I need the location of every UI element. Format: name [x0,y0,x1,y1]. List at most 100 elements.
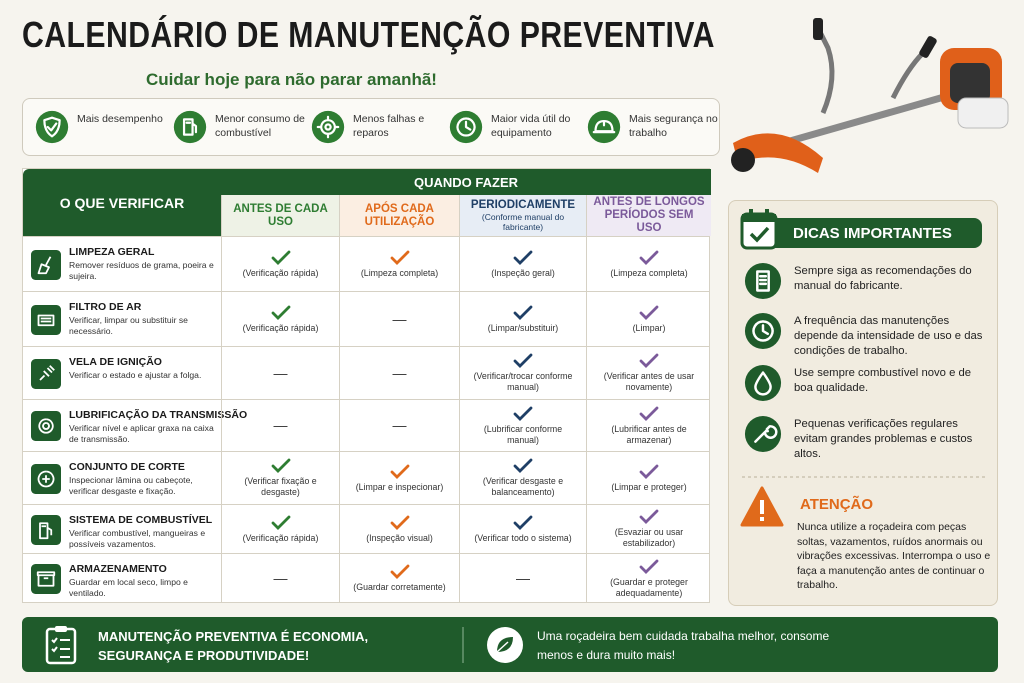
check-mark [271,250,290,265]
tips-title: DICAS IMPORTANTES [775,218,982,248]
table-cell: — [221,554,339,603]
check-mark [639,464,659,479]
cell-dash: — [273,570,288,586]
icon-glyph [37,314,55,326]
icon-bg [31,514,61,545]
row-title: FILTRO DE AR [69,301,142,313]
table-cell: (Limpar) [586,292,711,346]
benefit: Menor consumo de combustível [173,108,311,148]
check-mark [639,305,659,320]
column-header: PERIODICAMENTE (Conforme manual do fabric… [459,195,586,236]
table-cell: — [339,347,459,399]
cell-text: (Verificar fixação e desgaste) [244,476,317,497]
table-row: ARMAZENAMENTO Guardar em local seco, limp… [23,553,709,603]
cell-text: (Limpeza completa) [360,267,439,278]
leaf-icon [487,627,523,663]
table-cell: (Verificar/trocar conforme manual) [459,347,586,399]
icon-bg [35,110,69,144]
cell-text: (Verificação rápida) [242,532,319,543]
benefit: Mais desempenho [35,108,173,148]
column-label: ANTES DE CADA USO [233,202,328,228]
icon-bg [31,411,61,441]
check-stroke [639,305,659,320]
icon-glyph [456,117,476,137]
check-mark [513,353,533,368]
benefit-icon [35,110,69,144]
cell-dash: — [273,364,288,381]
benefit: Menos falhas e reparos [311,108,449,148]
cell-dash: — [516,570,530,586]
cell-text: (Verificar antes de usar novamente) [603,371,695,392]
icon-glyph [754,371,772,396]
icon-glyph [182,118,198,136]
column-label: APÓS CADA UTILIZAÇÃO [364,202,435,228]
benefit-icon [449,110,483,144]
check-stroke [271,250,290,265]
cell-text: (Verificar desgaste e balanceamento) [482,476,564,497]
row-title: VELA DE IGNIÇÃO [69,356,162,368]
check-stroke [639,250,659,265]
row-icon [31,514,61,545]
cell-text: (Limpeza completa) [610,267,688,278]
cell-text: (Inspeção geral) [491,267,555,278]
cell-dash: — [392,310,407,327]
cell-dash: — [392,417,407,433]
tip-icon [744,415,782,453]
column-header: ANTES DE LONGOS PERÍODOS SEM USO [586,195,711,236]
cell-text: (Limpar) [632,322,666,333]
table-cell: (Limpar/substituir) [459,292,586,346]
check-stroke [513,406,533,421]
check-mark [513,305,533,320]
check-stroke [390,464,409,479]
table-cell: — [459,554,586,603]
cell-text: (Verificação rápida) [242,322,319,333]
benefit-text: Mais desempenho [77,113,163,125]
column-label: ANTES DE LONGOS PERÍODOS SEM USO [593,196,705,234]
row-icon [31,463,61,494]
benefit-text: Menor consumo de combustível [215,113,305,139]
row-description: Inspecionar lâmina ou cabeçote, verifica… [69,475,193,496]
cell-text: (Esvaziar ou usar estabilizador) [614,527,684,548]
benefit-icon [173,110,207,144]
subtitle: Cuidar hoje para não parar amanhã! [146,70,437,89]
check-stroke [639,464,659,479]
cell-dash: — [392,364,407,381]
icon-glyph [43,116,61,138]
icon-glyph [752,320,774,342]
check-mark [639,559,659,574]
table-row: SISTEMA DE COMBUSTÍVEL Verificar combustí… [23,504,709,553]
check-stroke [513,515,533,530]
when-header: QUANDO FAZER [221,169,711,195]
column-label: PERIODICAMENTE [470,199,576,211]
row-icon [31,564,61,594]
check-mark [513,458,533,473]
table-cell: — [221,347,339,399]
table-row: CONJUNTO DE CORTE Inspecionar lâmina ou c… [23,451,709,504]
table-cell: (Limpeza completa) [339,237,459,291]
table-cell: (Lubrificar antes de armazenar) [586,400,711,451]
check-stroke [513,353,533,368]
cell-text: (Limpar e proteger) [611,481,687,492]
row-title: CONJUNTO DE CORTE [69,461,185,473]
benefit: Mais segurança no trabalho [587,108,725,148]
check-mark [390,464,409,479]
check-stroke [271,458,290,473]
row-icon [31,249,61,280]
row-description: Verificar combustível, mangueiras e poss… [69,528,206,549]
check-mark [639,250,659,265]
row-icon [31,411,61,441]
tip-icon [744,364,782,402]
table-row: LUBRIFICAÇÃO DA TRANSMISSÃO Verificar nív… [23,399,709,451]
cell-text: (Lubrificar antes de armazenar) [611,423,687,445]
table-cell: — [221,400,339,451]
row-title: LUBRIFICAÇÃO DA TRANSMISSÃO [69,409,248,421]
icon-glyph [36,571,56,587]
check-mark [513,406,533,421]
tip-icon [744,312,782,350]
cell-text: (Verificar/trocar conforme manual) [473,371,573,392]
tip-text: A frequência das manutenções depende da … [794,315,983,357]
table-cell: — [339,400,459,451]
tip-icon [744,262,782,300]
tip-text: Pequenas verificações regulares evitam g… [794,418,973,460]
cell-text: (Verificar todo o sistema) [474,532,572,543]
